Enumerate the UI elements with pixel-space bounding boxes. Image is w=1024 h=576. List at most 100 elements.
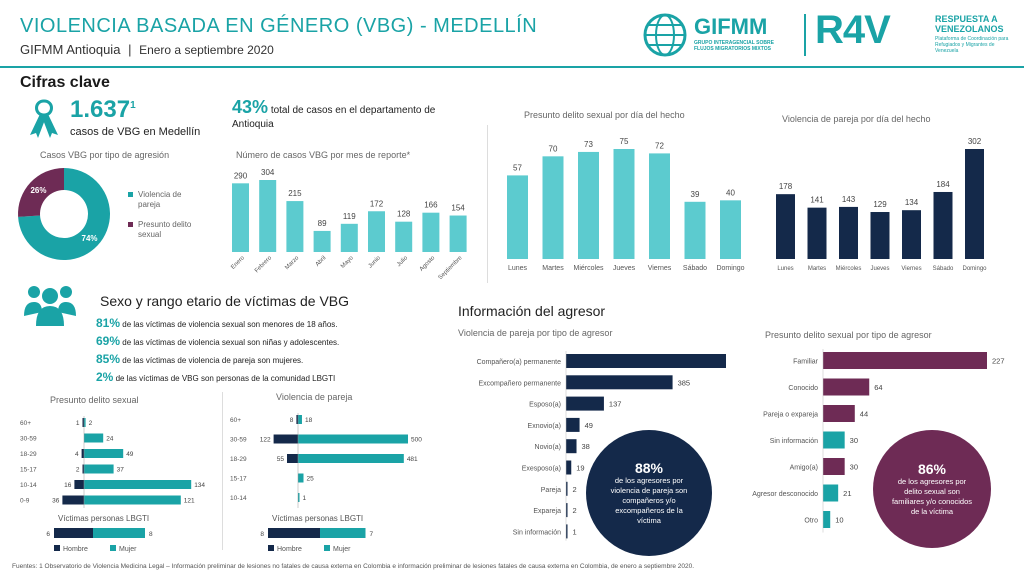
bar (684, 201, 706, 259)
tick-label: Domingo (962, 266, 987, 272)
tick-label: Compañero(a) permanente (477, 359, 562, 366)
globe-icon (643, 13, 687, 57)
legend-label: sexual (138, 230, 161, 239)
tick-label: Martes (542, 265, 564, 272)
chart-title-sexual-edad: Presunto delito sexual (50, 395, 139, 405)
bar-hombre (273, 434, 298, 444)
data-label: 129 (873, 200, 887, 209)
lgbti-title-pareja: Víctimas personas LBGTI (272, 514, 364, 523)
bar-hombre (287, 454, 298, 463)
tick-label: Novio(a) (535, 444, 561, 451)
bar (232, 183, 249, 252)
tick-label: Excompañero permanente (479, 380, 562, 387)
data-label: 481 (407, 456, 418, 463)
bar-mujer (298, 434, 408, 444)
data-label: 57 (513, 163, 522, 172)
bar-mujer (84, 449, 124, 458)
bar (823, 431, 845, 449)
bar (422, 212, 440, 252)
bar-mujer (84, 495, 181, 505)
data-label: 44 (860, 410, 868, 419)
data-label: 2 (573, 485, 577, 494)
data-label: 40 (726, 188, 735, 197)
pie-slice (18, 168, 64, 217)
data-label: 30 (850, 463, 858, 472)
tick-label: Exnovio(a) (528, 423, 561, 430)
data-label: 24 (106, 436, 114, 443)
page-title: VIOLENCIA BASADA EN GÉNERO (VBG) - MEDEL… (20, 15, 538, 37)
data-label: 70 (549, 144, 558, 153)
data-label: 25 (307, 476, 315, 483)
data-label: 89 (318, 219, 327, 228)
bar (965, 149, 984, 259)
section-title-agresor: Información del agresor (458, 303, 606, 319)
tick-label: 10-14 (20, 482, 37, 489)
bar (823, 352, 987, 369)
bar (566, 481, 568, 496)
legend-swatch (110, 545, 116, 551)
tick-label: Sábado (933, 266, 954, 272)
data-label: 304 (261, 168, 275, 177)
chart-title-mes: Número de casos VBG por mes de reporte* (236, 150, 411, 160)
data-label: 55 (277, 456, 285, 463)
bar (566, 524, 568, 539)
bar-mujer (84, 464, 114, 474)
chart-title-sexual-agresor: Presunto delito sexual por tipo de agres… (765, 330, 932, 340)
data-label: 122 (260, 437, 271, 444)
tick-label: Enero (230, 255, 246, 271)
data-label: 8 (290, 417, 294, 424)
data-label: 49 (585, 421, 593, 430)
pct-department-value: 43% (232, 97, 269, 117)
tick-label: Miércoles (836, 266, 862, 272)
bar (313, 230, 331, 252)
stat-text: de las víctimas de violencia de pareja s… (122, 356, 304, 365)
bar (649, 153, 670, 259)
tick-label: 15-17 (230, 476, 247, 483)
bubble-sexual: 86% de los agresores por delito sexual s… (873, 430, 991, 548)
tick-label: Junio (368, 255, 383, 270)
tick-label: Esposo(a) (529, 402, 561, 409)
data-label: 134 (194, 482, 205, 489)
pie-slice (18, 168, 110, 260)
bar (395, 221, 413, 252)
lgbti-title-sexual: Víctimas personas LBGTI (58, 514, 150, 523)
bar-mujer (298, 415, 302, 424)
data-label: 2 (76, 467, 80, 474)
r4v-subtitle: Plataforma de Coordinación para Refugiad… (935, 36, 1009, 54)
bar-hombre (296, 415, 298, 424)
bar (839, 206, 858, 259)
tick-label: Febrero (254, 255, 274, 275)
total-cases-value: 1.637 (70, 96, 131, 123)
sexual-age-pyramid: 60+ 1 2 30-59 24 18-29 4 49 15-17 2 37 10-14 16 134 0-… (20, 416, 205, 508)
tick-label: Agosto (419, 255, 437, 273)
data-label: 154 (451, 204, 465, 213)
data-label: 1 (76, 420, 80, 427)
bar-mujer (298, 454, 404, 463)
bar (823, 405, 855, 422)
tick-label: 10-14 (230, 495, 247, 502)
legend-label: Presunto delito (138, 220, 192, 229)
bar (566, 375, 673, 390)
data-label: 36 (52, 498, 60, 505)
tick-label: 18-29 (230, 456, 247, 463)
bar (566, 417, 580, 432)
pie-label: 26% (30, 186, 46, 195)
tick-label: Marzo (284, 255, 300, 271)
data-label: 64 (874, 383, 882, 392)
bubble-sexual-pct: 86% (917, 461, 947, 477)
bubble-pareja: 88% de los agresores por violencia de pa… (586, 430, 712, 556)
data-label: 75 (620, 137, 629, 146)
bar (259, 180, 277, 252)
header-divider (0, 66, 1024, 68)
data-label: 134 (905, 198, 919, 207)
data-label: 16 (64, 482, 72, 489)
people-icon (20, 282, 80, 331)
tick-label: Sin información (513, 529, 561, 536)
legend-swatch (128, 192, 133, 197)
data-label: 21 (843, 489, 851, 498)
stat-text: de las víctimas de VBG son personas de l… (115, 374, 336, 383)
data-label: 302 (968, 137, 982, 146)
bar-hombre (62, 495, 84, 505)
chart-title-sexual-dia: Presunto delito sexual por día del hecho (524, 110, 685, 120)
bar-mujer (93, 528, 145, 538)
